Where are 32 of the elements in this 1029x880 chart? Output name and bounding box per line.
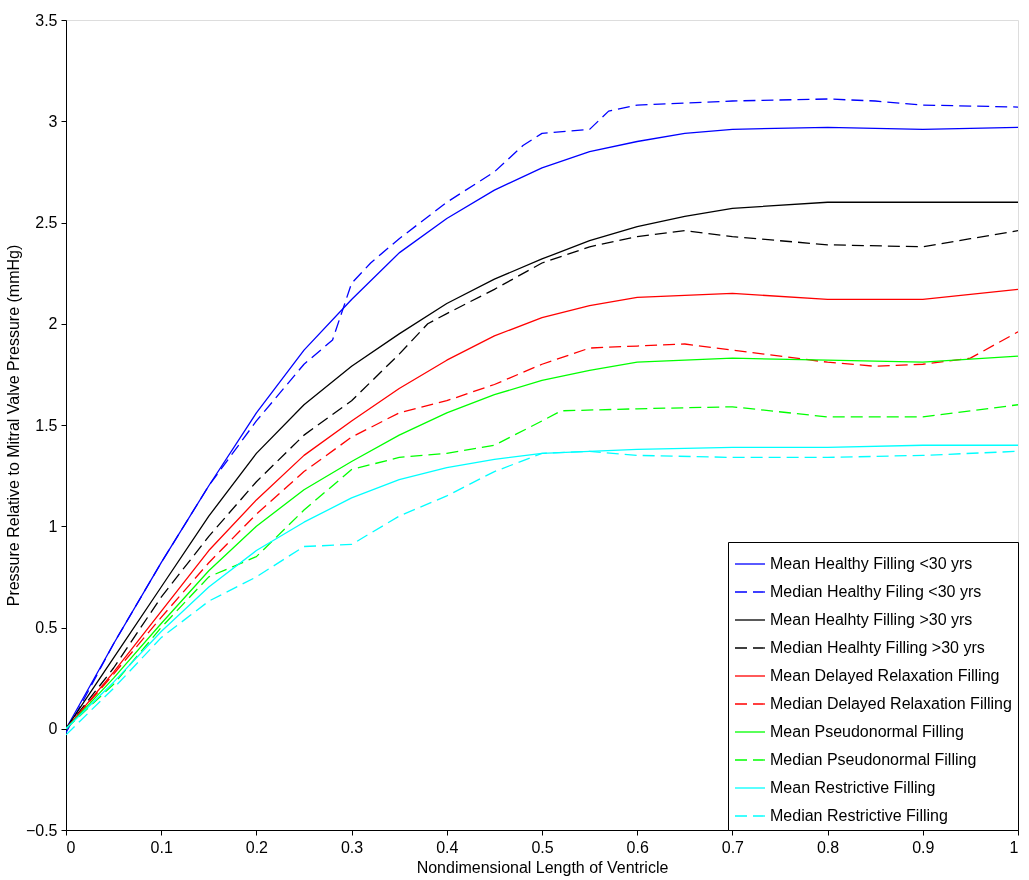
x-tick-label: 0.7 <box>721 838 745 856</box>
x-tick-label: 0.4 <box>436 838 459 856</box>
x-tick-label: 0.1 <box>150 838 173 856</box>
x-tick-label: 0.9 <box>912 838 935 856</box>
x-tick-label: 0.5 <box>531 838 554 856</box>
y-tick-label: 0.5 <box>35 619 58 636</box>
legend-label: Median Healhty Filling >30 yrs <box>770 639 985 656</box>
x-tick-label: 1 <box>1009 838 1019 856</box>
y-tick-label: 3.5 <box>35 11 58 29</box>
legend-label: Mean Healhty Filling >30 yrs <box>770 611 973 628</box>
legend-label: Mean Healthy Filling <30 yrs <box>770 555 973 572</box>
legend-label: Median Restrictive Filling <box>770 807 948 824</box>
legend-label: Median Pseudonormal Filling <box>770 751 977 768</box>
legend-label: Median Healthy Filing <30 yrs <box>770 583 982 600</box>
x-axis-title: Nondimensional Length of Ventricle <box>416 858 669 876</box>
legend-label: Mean Delayed Relaxation Filling <box>770 667 1000 684</box>
y-axis-title: Pressure Relative to Mitral Valve Pressure (mmHg) <box>4 244 22 607</box>
legend-label: Mean Restrictive Filling <box>770 779 936 796</box>
y-tick-label: 3 <box>48 112 58 130</box>
y-tick-label: −0.5 <box>25 821 58 839</box>
y-tick-label: 1.5 <box>35 416 58 434</box>
x-tick-label: 0 <box>66 838 76 856</box>
y-tick-label: 2.5 <box>35 214 58 231</box>
legend-label: Mean Pseudonormal Filling <box>770 723 964 740</box>
x-tick-label: 0.6 <box>626 838 649 856</box>
legend-label: Median Delayed Relaxation Filling <box>770 695 1012 712</box>
x-tick-label: 0.2 <box>245 838 269 856</box>
x-tick-label: 0.8 <box>816 838 840 856</box>
y-tick-label: 2 <box>48 315 58 333</box>
y-tick-label: 0 <box>48 720 58 738</box>
y-tick-label: 1 <box>48 517 58 535</box>
x-tick-label: 0.3 <box>340 838 364 856</box>
